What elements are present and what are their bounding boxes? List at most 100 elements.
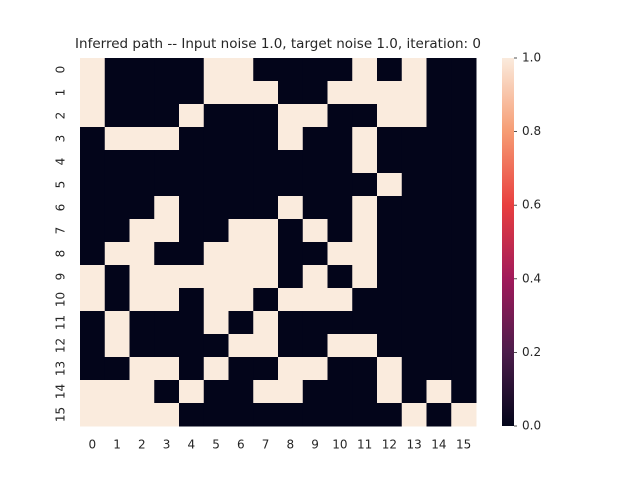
heatmap-cell [426, 357, 452, 381]
heatmap-cell [426, 288, 452, 312]
heatmap-cell [179, 219, 205, 243]
heatmap-cell [253, 380, 279, 404]
heatmap-cell [179, 58, 205, 82]
heatmap-cell [302, 104, 328, 128]
colorbar-tick-label: 0.2 [522, 345, 541, 359]
heatmap-cell [154, 58, 180, 82]
heatmap-cell [377, 403, 403, 427]
heatmap-cell [377, 288, 403, 312]
heatmap-cell [203, 357, 229, 381]
heatmap-cell [203, 81, 229, 105]
heatmap-cell [253, 242, 279, 266]
heatmap-cell [179, 242, 205, 266]
heatmap-cell [327, 334, 353, 358]
heatmap-cell [352, 311, 378, 335]
heatmap-cell [352, 265, 378, 289]
heatmap-cell [426, 380, 452, 404]
heatmap-cell [302, 288, 328, 312]
heatmap-cell [327, 127, 353, 151]
heatmap-cell [228, 196, 254, 220]
heatmap-cell [179, 104, 205, 128]
heatmap-cell [104, 81, 130, 105]
heatmap-cell [451, 265, 477, 289]
heatmap-cell [327, 196, 353, 220]
heatmap-cell [302, 311, 328, 335]
heatmap-cell [253, 311, 279, 335]
heatmap-cell [377, 150, 403, 174]
heatmap-cell [401, 173, 427, 197]
heatmap-cell [104, 150, 130, 174]
y-tick-label: 8 [54, 250, 68, 258]
heatmap-cell [352, 173, 378, 197]
heatmap-cell [203, 104, 229, 128]
heatmap-cell [352, 288, 378, 312]
heatmap-cell [327, 380, 353, 404]
heatmap-cell [228, 173, 254, 197]
heatmap-cell [228, 288, 254, 312]
heatmap-cell [327, 219, 353, 243]
heatmap-cell [80, 127, 106, 151]
heatmap-cell [253, 403, 279, 427]
heatmap-cell [377, 380, 403, 404]
heatmap-cell [302, 265, 328, 289]
heatmap-cell [154, 127, 180, 151]
heatmap-cell [154, 265, 180, 289]
x-tick-label: 11 [357, 438, 372, 452]
x-tick-label: 5 [212, 438, 220, 452]
heatmap-cell [401, 311, 427, 335]
heatmap-cell [154, 311, 180, 335]
heatmap-cell [179, 150, 205, 174]
heatmap-cell [129, 288, 155, 312]
heatmap-cell [253, 104, 279, 128]
heatmap-cell [278, 265, 304, 289]
heatmap-cell [129, 380, 155, 404]
heatmap-cell [228, 357, 254, 381]
heatmap-cell [129, 196, 155, 220]
heatmap-cell [228, 104, 254, 128]
y-tick-label: 13 [54, 361, 68, 376]
heatmap-cell [104, 403, 130, 427]
heatmap-cell [451, 196, 477, 220]
heatmap-cell [154, 242, 180, 266]
heatmap-cell [426, 81, 452, 105]
heatmap-cell [426, 150, 452, 174]
heatmap-cell [302, 173, 328, 197]
x-tick-label: 15 [456, 438, 471, 452]
heatmap-cell [203, 196, 229, 220]
heatmap-cell [352, 334, 378, 358]
heatmap-cell [253, 288, 279, 312]
heatmap-cell [401, 265, 427, 289]
heatmap-cell [80, 242, 106, 266]
heatmap-cell [327, 403, 353, 427]
heatmap-cell [278, 380, 304, 404]
heatmap-cell [104, 127, 130, 151]
y-tick-label: 12 [54, 338, 68, 353]
heatmap-cell [154, 380, 180, 404]
heatmap-cell [80, 403, 106, 427]
colorbar-tick-label: 0.6 [522, 198, 541, 212]
heatmap-cell [129, 58, 155, 82]
heatmap-cell [203, 173, 229, 197]
heatmap-cell [104, 334, 130, 358]
heatmap-cell [302, 150, 328, 174]
heatmap-cell [154, 104, 180, 128]
heatmap-cell [401, 242, 427, 266]
heatmap-cell [377, 196, 403, 220]
heatmap-cell [228, 127, 254, 151]
heatmap-cell [104, 265, 130, 289]
heatmap-cell [302, 403, 328, 427]
heatmap-cell [278, 288, 304, 312]
heatmap-cell [278, 357, 304, 381]
heatmap-cell [352, 219, 378, 243]
heatmap-cell [253, 150, 279, 174]
heatmap-cell [203, 58, 229, 82]
heatmap-cell [80, 150, 106, 174]
colorbar-tick-label: 1.0 [522, 51, 541, 65]
heatmap-cell [228, 242, 254, 266]
heatmap-cell [377, 265, 403, 289]
heatmap-cell [203, 334, 229, 358]
heatmap-cell [278, 242, 304, 266]
heatmap-cell [203, 311, 229, 335]
heatmap-cell [253, 127, 279, 151]
